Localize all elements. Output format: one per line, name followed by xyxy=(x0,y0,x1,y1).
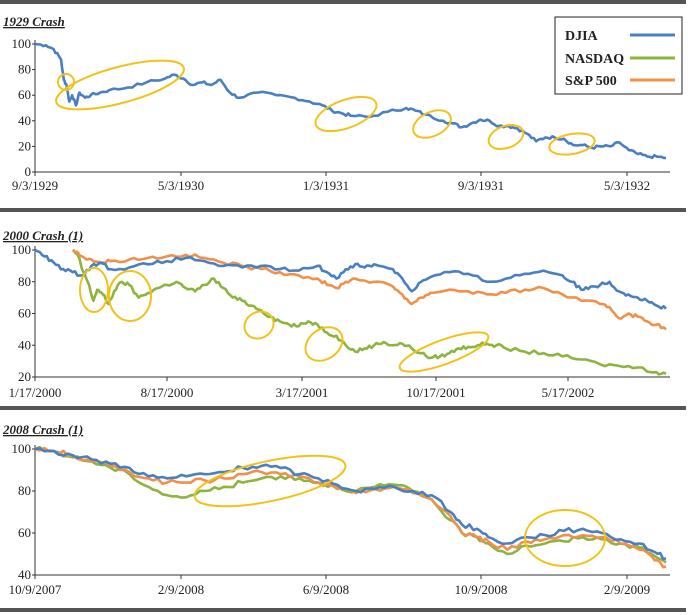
panel-3-title: 2008 Crash (1) xyxy=(2,422,83,437)
highlight-ellipse xyxy=(314,95,378,133)
x-tick-label: 2/9/2008 xyxy=(158,582,204,597)
highlight-ellipse xyxy=(57,73,75,91)
y-tick-label: 40 xyxy=(18,113,31,128)
x-tick-label: 6/9/2008 xyxy=(303,582,349,597)
divider-1 xyxy=(0,208,686,212)
highlight-ellipse xyxy=(412,109,452,139)
y-tick-label: 40 xyxy=(18,567,31,582)
highlight-ellipse xyxy=(487,123,525,151)
y-tick-label: 0 xyxy=(25,164,32,179)
y-tick-label: 100 xyxy=(12,242,32,257)
y-tick-label: 80 xyxy=(18,483,31,498)
x-tick-label: 2/9/2009 xyxy=(604,582,650,597)
y-tick-label: 100 xyxy=(12,36,32,51)
x-tick-label: 1/3/1931 xyxy=(303,178,349,193)
legend-label-nasdaq: NASDAQ xyxy=(565,52,624,67)
panel-2-title: 2000 Crash (1) xyxy=(2,228,83,243)
x-tick-label: 5/3/1932 xyxy=(604,178,650,193)
highlight-ellipse xyxy=(548,132,596,156)
x-tick-label: 1/17/2000 xyxy=(9,385,62,400)
y-tick-label: 80 xyxy=(18,274,31,289)
legend: DJIA NASDAQ S&P 500 xyxy=(554,16,683,95)
highlight-ellipse xyxy=(243,310,275,340)
y-tick-label: 20 xyxy=(18,138,31,153)
y-tick-label: 80 xyxy=(18,62,31,77)
series-line-sp500 xyxy=(34,446,667,569)
y-tick-label: 60 xyxy=(18,525,31,540)
panel-2000: 20 40 60 80 100 1/17/2000 8/17/2000 3/17/2001 10… xyxy=(9,242,670,400)
x-tick-label: 9/3/1931 xyxy=(458,178,504,193)
series-line-djia xyxy=(34,248,667,310)
series-line-sp500 xyxy=(71,249,667,331)
highlight-ellipse xyxy=(108,270,152,322)
x-tick-label: 10/9/2007 xyxy=(9,582,62,597)
x-tick-label: 5/3/1930 xyxy=(158,178,204,193)
x-tick-label: 5/17/2002 xyxy=(542,385,595,400)
x-tick-label: 10/17/2001 xyxy=(406,385,465,400)
top-divider xyxy=(0,0,686,4)
y-tick-label: 40 xyxy=(18,337,31,352)
legend-label-sp500: S&P 500 xyxy=(565,74,617,89)
x-tick-label: 9/3/1929 xyxy=(12,178,58,193)
highlight-ellipse xyxy=(79,267,109,313)
series-line-nasdaq xyxy=(34,445,667,564)
x-tick-label: 3/17/2001 xyxy=(276,385,329,400)
series-line-djia xyxy=(34,42,666,160)
panel-2008: 40 60 80 100 10/9/2007 2/9/2008 6/9/2008 10/9/2… xyxy=(9,441,670,597)
legend-label-djia: DJIA xyxy=(565,29,599,44)
y-tick-label: 100 xyxy=(12,441,32,456)
highlight-ellipse xyxy=(398,331,490,373)
x-tick-label: 10/9/2008 xyxy=(455,582,508,597)
panel-1929: 0 20 40 60 80 100 9/3/1929 5/3/1930 1/3/1931 9/3/… xyxy=(12,36,670,193)
series-line-nasdaq xyxy=(72,248,667,376)
divider-2 xyxy=(0,406,686,410)
x-tick-label: 8/17/2000 xyxy=(141,385,194,400)
highlight-ellipse xyxy=(524,509,606,567)
highlight-ellipse xyxy=(55,59,185,111)
y-tick-label: 60 xyxy=(18,306,31,321)
y-tick-label: 20 xyxy=(18,369,31,384)
series-line-djia xyxy=(34,447,667,561)
highlight-ellipse xyxy=(193,454,347,508)
highlight-ellipse xyxy=(304,326,344,362)
y-tick-label: 60 xyxy=(18,87,31,102)
bottom-divider xyxy=(0,608,686,612)
panel-1-title: 1929 Crash xyxy=(3,14,65,29)
